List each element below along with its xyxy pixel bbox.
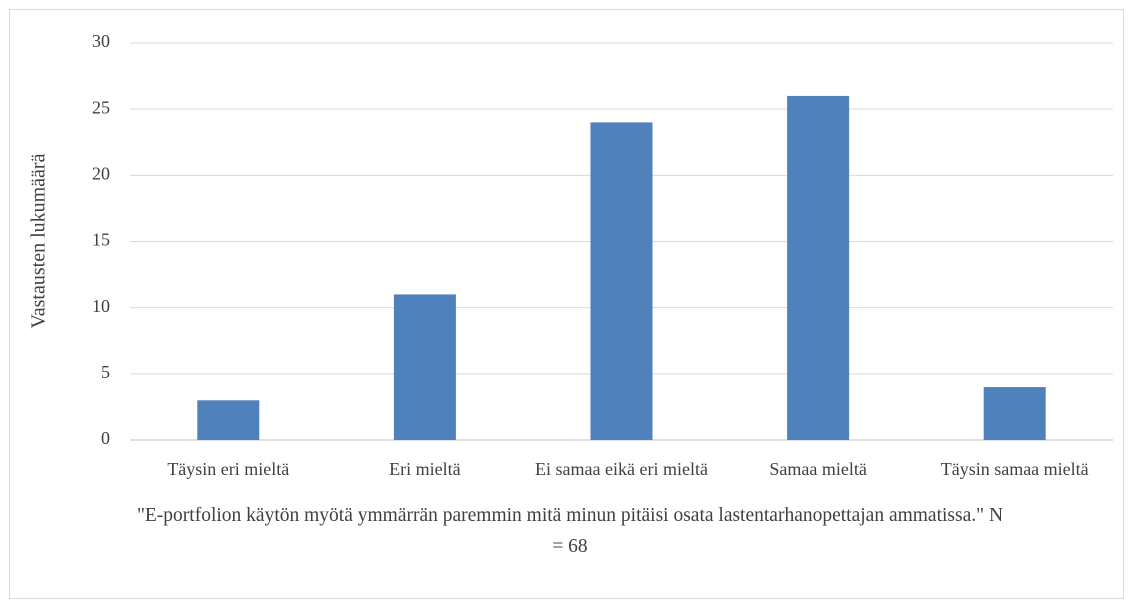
bar — [590, 122, 653, 441]
y-tick-label: 15 — [92, 230, 110, 250]
y-axis-title: Vastausten lukumäärä — [28, 153, 50, 328]
y-tick-label: 0 — [101, 428, 110, 448]
bar — [197, 400, 260, 440]
chart-frame — [9, 9, 1124, 599]
y-tick-label: 10 — [92, 296, 110, 316]
x-tick-label: Ei samaa eikä eri mieltä — [535, 459, 708, 479]
y-tick-label: 5 — [101, 362, 110, 382]
y-tick-label: 20 — [92, 163, 110, 183]
x-tick-label: Eri mieltä — [389, 459, 461, 479]
y-tick-label: 25 — [92, 97, 110, 117]
x-tick-label: Täysin samaa mieltä — [940, 459, 1089, 479]
bar — [983, 387, 1046, 440]
bar — [787, 95, 850, 440]
x-tick-label: Samaa mieltä — [769, 459, 867, 479]
y-tick-label: 30 — [92, 31, 110, 51]
x-tick-label: Täysin eri mieltä — [167, 459, 290, 479]
x-axis-title: "E-portfolion käytön myötä ymmärrän pare… — [136, 505, 1004, 557]
bar — [393, 294, 456, 440]
